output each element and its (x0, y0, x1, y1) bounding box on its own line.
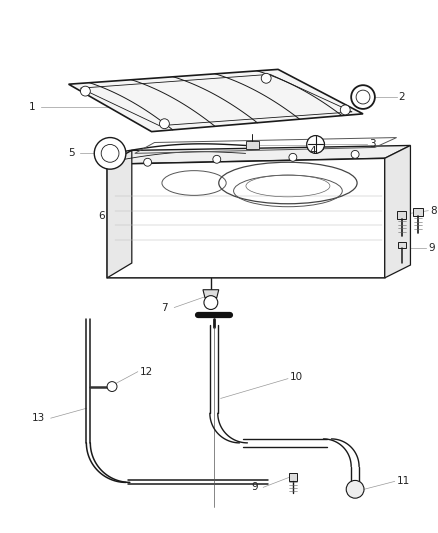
Circle shape (159, 119, 170, 128)
Text: 13: 13 (32, 413, 45, 423)
Text: 10: 10 (290, 372, 303, 382)
Circle shape (340, 105, 350, 115)
Text: 5: 5 (68, 148, 74, 158)
Text: 9: 9 (252, 482, 258, 492)
Text: 6: 6 (99, 211, 105, 221)
Polygon shape (385, 146, 410, 278)
Polygon shape (247, 141, 259, 149)
Polygon shape (398, 243, 406, 248)
Circle shape (107, 382, 117, 392)
Polygon shape (107, 146, 410, 164)
Circle shape (213, 155, 221, 163)
Circle shape (204, 296, 218, 310)
Polygon shape (203, 290, 219, 297)
Polygon shape (413, 208, 423, 216)
Circle shape (307, 135, 325, 154)
Polygon shape (289, 473, 297, 481)
Circle shape (261, 74, 271, 83)
Text: 1: 1 (28, 102, 35, 112)
Circle shape (94, 138, 126, 169)
Circle shape (289, 154, 297, 161)
Text: 4: 4 (310, 147, 316, 156)
Text: 8: 8 (430, 206, 437, 216)
Circle shape (351, 150, 359, 158)
Text: 3: 3 (369, 140, 375, 149)
Circle shape (81, 86, 90, 96)
Text: 12: 12 (140, 367, 153, 377)
Circle shape (144, 158, 152, 166)
Circle shape (351, 85, 375, 109)
Polygon shape (310, 140, 322, 149)
Polygon shape (107, 158, 385, 278)
Text: 11: 11 (397, 477, 410, 487)
Circle shape (346, 480, 364, 498)
Text: 9: 9 (428, 243, 435, 253)
Text: 7: 7 (161, 303, 167, 312)
Polygon shape (107, 150, 132, 278)
Polygon shape (397, 211, 406, 219)
Text: 2: 2 (399, 92, 405, 102)
Polygon shape (69, 69, 363, 132)
